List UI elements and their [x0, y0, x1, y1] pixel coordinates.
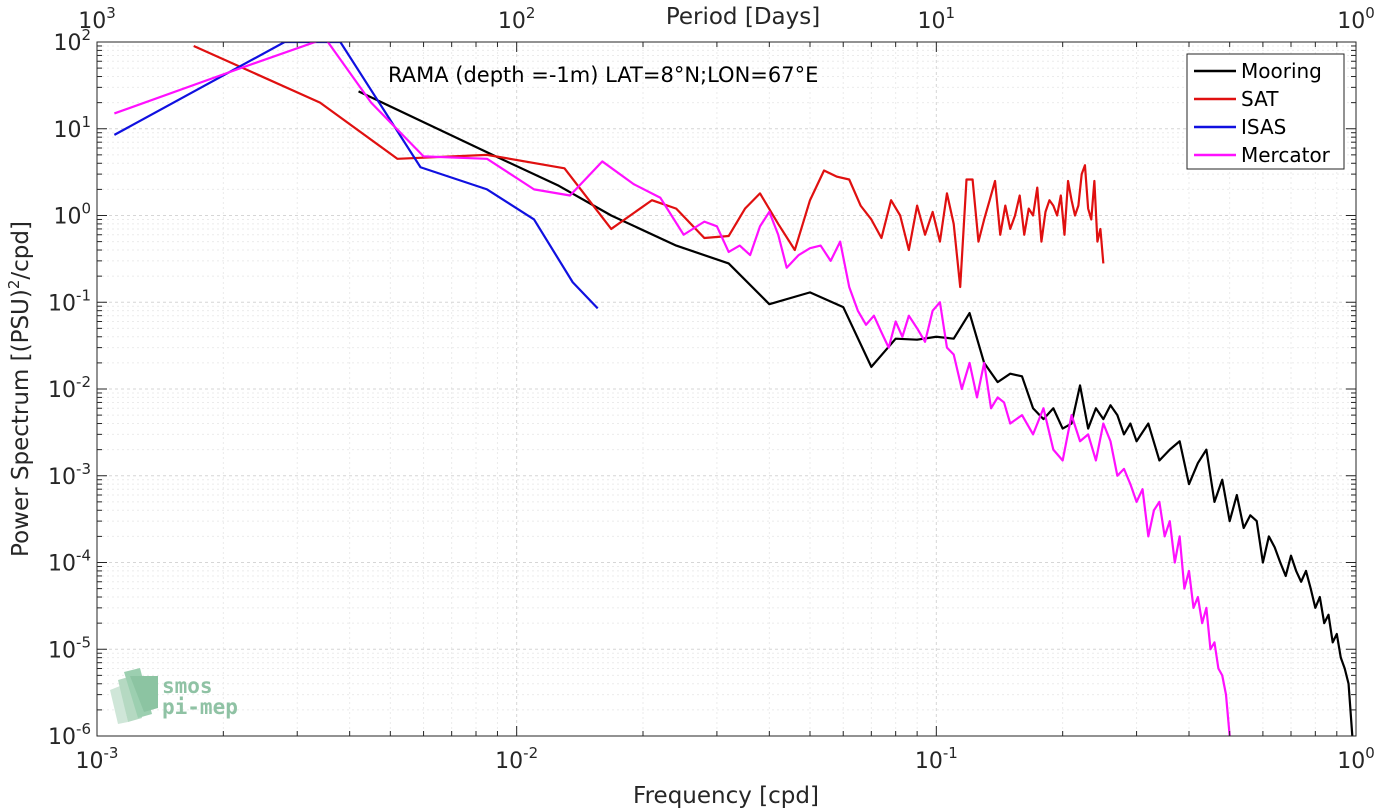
x-tick-label-exp: -1 — [943, 744, 958, 762]
y-tick-label-base: 10 — [53, 31, 81, 56]
logo-line-1: smos — [162, 674, 213, 698]
top-tick-label: 102 — [498, 4, 536, 34]
x-tick-label: 10-1 — [915, 744, 958, 774]
y-tick-label-base: 10 — [48, 552, 76, 577]
top-tick-label-exp: 1 — [946, 4, 956, 22]
top-tick-label-exp: 3 — [106, 4, 116, 22]
y-tick-label: 10-4 — [48, 547, 91, 577]
top-tick-label-exp: 0 — [1365, 4, 1375, 22]
x-tick-label-exp: 0 — [1365, 744, 1375, 762]
y-tick-label: 10-1 — [48, 286, 91, 316]
y-tick-label-base: 10 — [53, 118, 81, 143]
logo-line-2: pi-mep — [162, 695, 238, 719]
y-tick-label-exp: -6 — [76, 720, 91, 738]
x-tick-label: 100 — [1337, 744, 1375, 774]
logo-layer-4 — [130, 676, 158, 712]
y-tick-label-exp: 0 — [81, 200, 91, 218]
y-tick-label-exp: -4 — [76, 547, 91, 565]
y-tick-label: 10-3 — [48, 460, 91, 490]
legend-label-sat: SAT — [1241, 87, 1279, 111]
data-series — [113, 42, 1354, 736]
y-tick-label-base: 10 — [53, 205, 81, 230]
logo-layer-1 — [110, 686, 128, 724]
legend-box — [1186, 53, 1345, 170]
top-tick-label: 103 — [78, 4, 116, 34]
y-tick-label-base: 10 — [48, 291, 76, 316]
series-line-mercator — [113, 42, 1231, 736]
y-axis-title: Power Spectrum [(PSU)2/cpd] — [5, 221, 34, 557]
y-tick-label: 10-6 — [48, 720, 91, 750]
y-tick-label-base: 10 — [48, 465, 76, 490]
y-tick-label-base: 10 — [48, 638, 76, 663]
y-axis-title-main: Power Spectrum [(PSU) — [8, 289, 34, 557]
legend-label-isas: ISAS — [1241, 115, 1286, 139]
legend-label-mooring: Mooring — [1241, 59, 1322, 83]
x-tick-label-exp: -2 — [523, 744, 538, 762]
y-tick-label: 10-5 — [48, 633, 91, 663]
top-tick-label-base: 10 — [498, 9, 526, 34]
series-line-sat — [193, 44, 1105, 289]
series-line-mooring — [358, 90, 1354, 736]
y-tick-label-exp: -5 — [76, 633, 91, 651]
y-tick-label: 10-2 — [48, 373, 91, 403]
plot-background — [97, 42, 1356, 736]
y-axis-title-sup: 2 — [5, 280, 23, 290]
y-tick-label: 101 — [53, 113, 91, 143]
y-tick-label-base: 10 — [48, 378, 76, 403]
y-tick-label-exp: -3 — [76, 460, 91, 478]
x-tick-label-base: 10 — [495, 749, 523, 774]
legend: Mooring SAT ISAS Mercator — [1186, 53, 1345, 170]
y-tick-label-exp: 2 — [81, 26, 91, 44]
y-tick-label-base: 10 — [48, 725, 76, 750]
y-tick-label-exp: 1 — [81, 113, 91, 131]
y-tick-label: 100 — [53, 200, 91, 230]
x-tick-label: 10-2 — [495, 744, 538, 774]
y-tick-label-exp: -1 — [76, 286, 91, 304]
x-tick-label-base: 10 — [915, 749, 943, 774]
top-tick-label-exp: 2 — [526, 4, 536, 22]
chart-annotation: RAMA (depth =-1m) LAT=8°N;LON=67°E — [388, 63, 818, 87]
y-tick-label-exp: -2 — [76, 373, 91, 391]
smos-pi-mep-logo: smos pi-mep — [110, 668, 238, 724]
x-tick-label: 10-3 — [76, 744, 119, 774]
top-tick-label: 100 — [1337, 4, 1375, 34]
tick-labels: 10-3 10-2 10-1 10010-610-510-410-310-210-11… — [48, 4, 1375, 774]
axis-ticks — [96, 42, 1356, 737]
top-tick-label-base: 10 — [1337, 9, 1365, 34]
top-axis-title: Period [Days] — [666, 4, 820, 30]
top-tick-label-base: 10 — [918, 9, 946, 34]
series-line-isas — [113, 42, 599, 310]
legend-label-mercator: Mercator — [1241, 143, 1331, 167]
x-tick-label-base: 10 — [76, 749, 104, 774]
y-axis-title-end: /cpd] — [8, 221, 34, 280]
y-tick-label: 102 — [53, 26, 91, 56]
x-tick-label-base: 10 — [1337, 749, 1365, 774]
top-tick-label: 101 — [918, 4, 956, 34]
x-axis-title: Frequency [cpd] — [633, 783, 819, 809]
x-tick-label-exp: -3 — [104, 744, 119, 762]
top-tick-label-base: 10 — [78, 9, 106, 34]
